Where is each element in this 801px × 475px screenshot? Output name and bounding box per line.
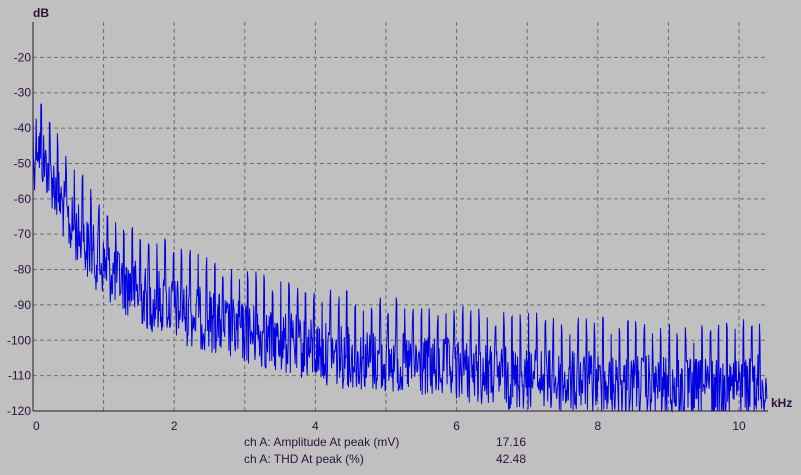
x-tick-label: 8 bbox=[594, 419, 601, 433]
y-tick-label: -40 bbox=[14, 121, 32, 135]
y-tick-label: -110 bbox=[8, 369, 31, 383]
x-tick-labels: 0 2 4 6 8 10 bbox=[33, 419, 746, 433]
thd-readout-label: ch A: THD At peak (%) bbox=[244, 452, 364, 466]
spectrum-trace bbox=[32, 103, 768, 413]
y-tick-labels: -20 -30 -40 -50 -60 -70 -80 -90 -100 -110 -120 bbox=[7, 50, 31, 418]
y-tick-label: -50 bbox=[14, 156, 32, 170]
y-axis-title: dB bbox=[33, 6, 49, 20]
amplitude-readout-label: ch A: Amplitude At peak (mV) bbox=[244, 435, 400, 449]
grid bbox=[33, 22, 768, 412]
y-tick-label: -30 bbox=[14, 86, 32, 100]
y-tick-label: -20 bbox=[14, 50, 32, 64]
x-tick-label: 10 bbox=[732, 419, 746, 433]
x-tick-label: 6 bbox=[453, 419, 460, 433]
x-tick-label: 4 bbox=[312, 419, 319, 433]
thd-readout-value: 42.48 bbox=[496, 452, 527, 466]
x-tick-label: 0 bbox=[33, 419, 40, 433]
y-tick-label: -120 bbox=[7, 404, 31, 418]
x-tick-label: 2 bbox=[171, 419, 178, 433]
y-tick-label: -70 bbox=[14, 227, 32, 241]
y-tick-label: -100 bbox=[7, 333, 31, 347]
y-tick-label: -60 bbox=[14, 192, 32, 206]
amplitude-readout-value: 17.16 bbox=[496, 435, 527, 449]
y-tick-label: -80 bbox=[14, 263, 32, 277]
y-tick-label: -90 bbox=[14, 298, 32, 312]
x-axis-title: kHz bbox=[771, 396, 792, 410]
